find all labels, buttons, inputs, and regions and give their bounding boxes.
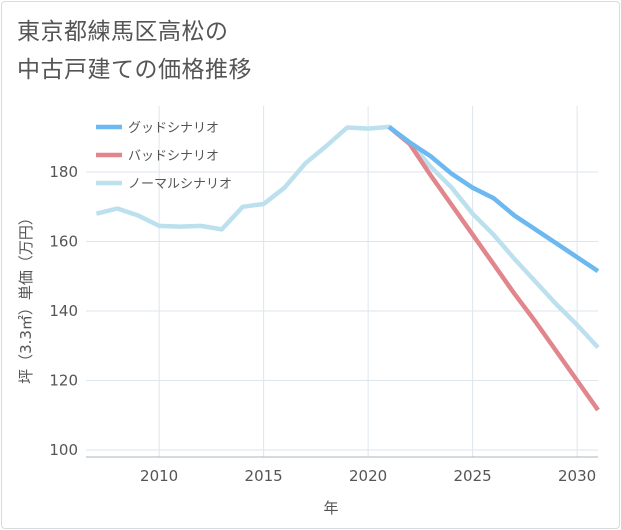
y-tick-label-2: 140: [49, 302, 78, 320]
grid: [86, 106, 598, 457]
legend-label-1: バッドシナリオ: [128, 149, 219, 164]
x-tick-label-3: 2025: [454, 467, 492, 485]
x-tick-label-1: 2015: [245, 467, 283, 485]
legend-label-2: ノーマルシナリオ: [128, 177, 232, 192]
y-tick-label-0: 100: [49, 441, 78, 459]
chart-title-line-2: 中古戸建ての価格推移: [17, 57, 252, 83]
x-axis-label: 年: [323, 499, 338, 517]
y-tick-label-3: 160: [49, 233, 78, 251]
series-line-1: [387, 125, 600, 412]
axes: 2010 2015 2020 2025 2030 100 120 140 160 180: [49, 163, 598, 485]
y-tick-label-4: 180: [49, 163, 78, 181]
y-tick-label-1: 120: [49, 372, 78, 390]
chart-title-line-1: 東京都練馬区高松の: [17, 19, 229, 45]
series-line-2: [95, 124, 600, 350]
series-line-0: [387, 125, 600, 273]
x-tick-label-0: 2010: [140, 467, 178, 485]
legend-label-0: グッドシナリオ: [128, 121, 219, 136]
x-tick-label-2: 2020: [349, 467, 387, 485]
chart-title: 東京都練馬区高松の 中古戸建ての価格推移: [17, 13, 252, 89]
series-layer: [95, 124, 600, 412]
y-axis-label: 坪（3.3㎡）単価（万円）: [17, 210, 35, 384]
x-tick-label-4: 2030: [558, 467, 596, 485]
